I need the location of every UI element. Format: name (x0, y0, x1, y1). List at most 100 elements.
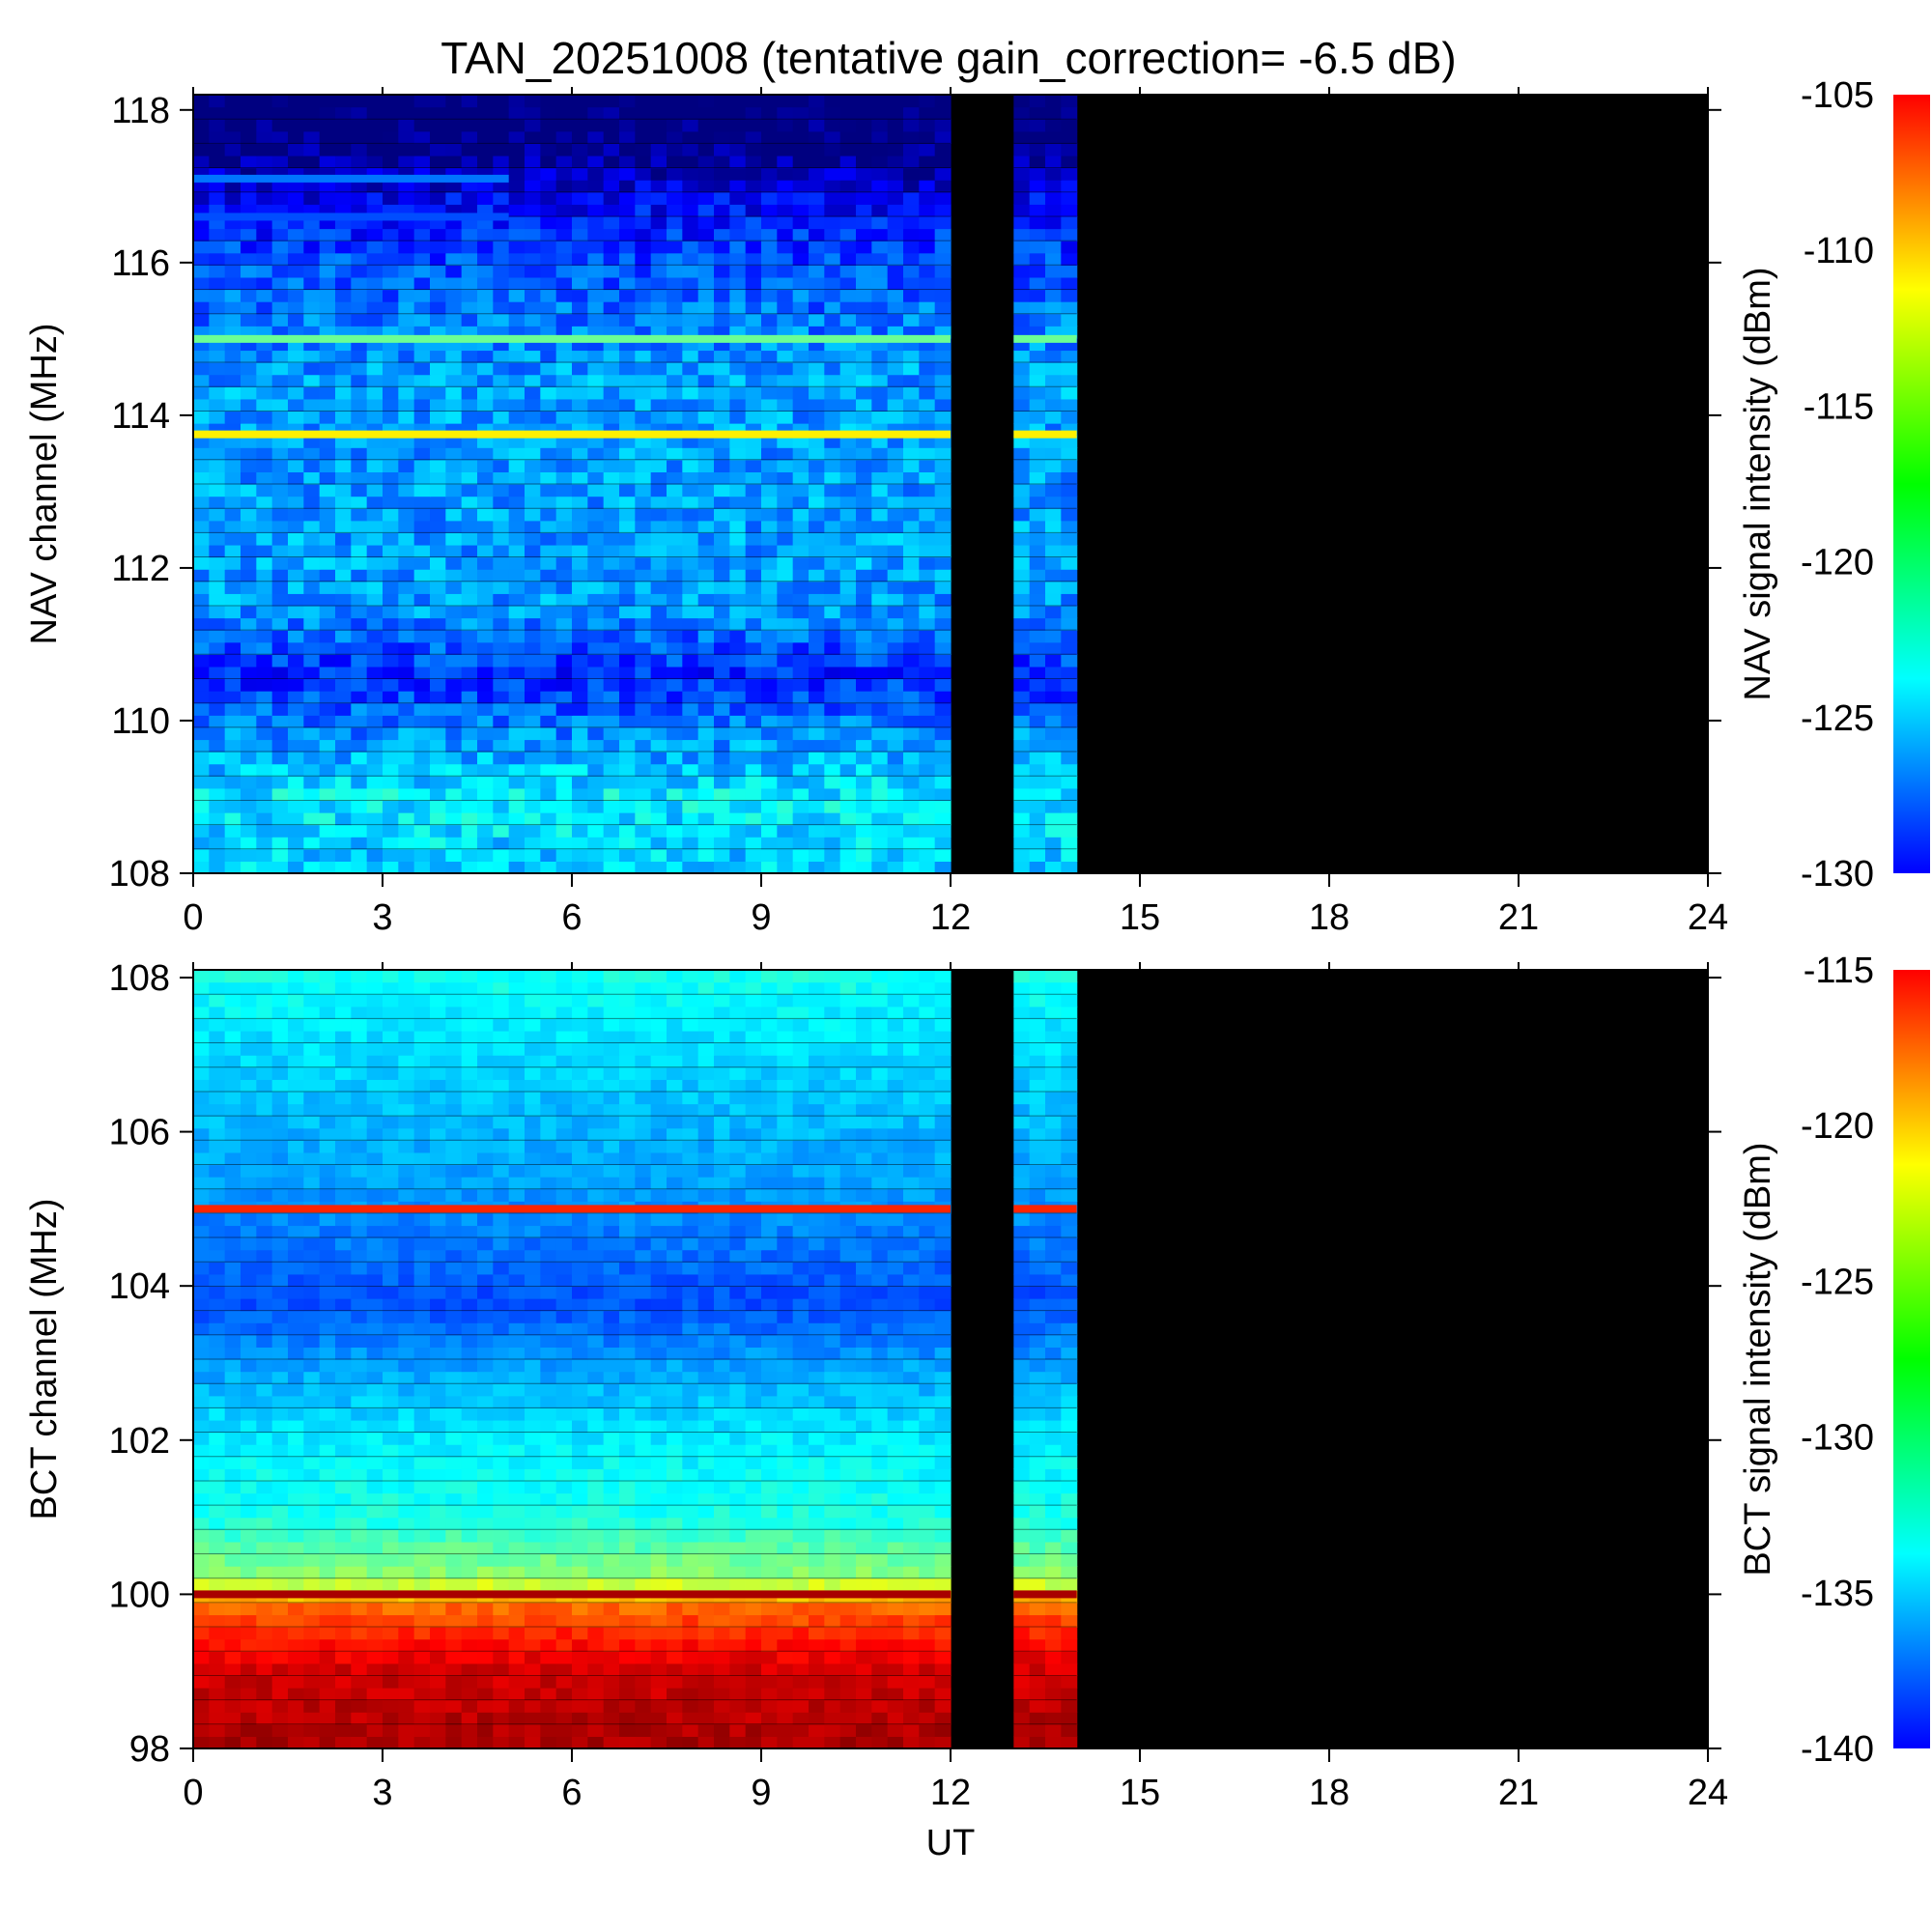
nav-heatmap-cell (288, 812, 304, 826)
nav-heatmap-cell (319, 471, 336, 485)
nav-heatmap-cell (525, 459, 541, 472)
nav-heatmap-cell (241, 641, 257, 655)
nav-heatmap-cell (729, 861, 747, 874)
nav-heatmap-cell (493, 617, 510, 631)
bct-heatmap-cell (1061, 1395, 1078, 1408)
nav-heatmap-cell (288, 276, 304, 291)
nav-heatmap-cell (650, 800, 668, 813)
nav-heatmap-cell (351, 776, 368, 789)
nav-heatmap-cell (1013, 508, 1031, 522)
nav-heatmap-cell (335, 641, 352, 655)
bct-heatmap-cell (413, 1432, 431, 1445)
nav-heatmap-cell (461, 812, 478, 826)
nav-heatmap-cell (1029, 204, 1046, 217)
bct-heatmap-cell (729, 1505, 747, 1519)
nav-heatmap-cell (839, 763, 857, 777)
nav-heatmap-cell (603, 276, 620, 291)
nav-heatmap-cell (792, 301, 810, 315)
nav-heatmap-cell (729, 95, 747, 108)
bct-heatmap-cell (271, 1614, 289, 1628)
bct-heatmap-cell (209, 1638, 226, 1652)
nav-heatmap-cell (555, 95, 573, 108)
bct-heatmap-cell (271, 1723, 289, 1737)
bct-heatmap-cell (256, 1432, 273, 1445)
bct-heatmap-cell (319, 1553, 336, 1567)
nav-heatmap-cell (224, 265, 242, 278)
nav-heatmap-cell (413, 544, 431, 558)
bct-heatmap-cell (856, 1699, 872, 1713)
nav-heatmap-cell (413, 252, 431, 266)
nav-heatmap-cell (839, 386, 857, 400)
nav-heatmap-cell (398, 715, 415, 728)
nav-heatmap-cell (493, 544, 510, 558)
nav-heatmap-cell (193, 398, 210, 412)
bct-heatmap-cell (572, 1675, 588, 1689)
nav-heatmap-cell (887, 130, 904, 144)
nav-heatmap-cell (761, 800, 778, 813)
nav-heatmap-cell (856, 350, 872, 363)
nav-heatmap-cell (714, 252, 730, 266)
nav-heatmap-cell (241, 837, 257, 850)
nav-heatmap-cell (508, 739, 526, 753)
nav-heatmap-cell (603, 155, 620, 169)
bct-heatmap-cell (856, 1419, 872, 1434)
nav-heatmap-cell (398, 824, 415, 838)
nav-heatmap-cell (256, 544, 273, 558)
bct-heatmap-cell (461, 1699, 478, 1713)
nav-heatmap-cell (729, 556, 747, 570)
nav-heatmap-cell (1013, 581, 1031, 594)
nav-heatmap-cell (650, 532, 668, 546)
nav-heatmap-cell (619, 204, 636, 217)
nav-heatmap-cell (871, 569, 889, 582)
nav-heatmap-cell (792, 411, 810, 424)
bct-heatmap-cell (792, 1651, 810, 1664)
nav-heatmap-cell (461, 678, 478, 692)
nav-heatmap-cell (555, 215, 573, 230)
nav-heatmap-cell (461, 787, 478, 802)
nav-heatmap-cell (714, 593, 730, 607)
nav-heatmap-cell (934, 752, 952, 765)
bct-heatmap-cell (871, 1662, 889, 1677)
nav-heatmap-cell (856, 143, 872, 156)
nav-heatmap-cell (288, 715, 304, 728)
bct-heatmap-cell (871, 1456, 889, 1469)
nav-heatmap-cell (303, 313, 321, 327)
nav-heatmap-cell (241, 605, 257, 619)
nav-heatmap-cell (508, 702, 526, 716)
nav-heatmap-cell (430, 691, 446, 704)
nav-heatmap-cell (635, 265, 652, 278)
nav-heatmap-cell (525, 544, 541, 558)
nav-heatmap-cell (383, 471, 399, 485)
nav-heatmap-cell (351, 301, 368, 315)
nav-heatmap-cell (572, 386, 588, 400)
nav-heatmap-cell (777, 496, 794, 509)
nav-heatmap-cell (839, 204, 857, 217)
nav-heatmap-cell (745, 605, 762, 619)
nav-heatmap-cell (413, 484, 431, 497)
nav-heatmap-cell (288, 581, 304, 594)
nav-heatmap-cell (1061, 447, 1078, 461)
bct-heatmap-cell (209, 1444, 226, 1458)
nav-heatmap-cell (635, 228, 652, 242)
bct-heatmap-cell (540, 1699, 557, 1713)
bct-heatmap-cell (224, 1444, 242, 1458)
bct-heatmap-cell (809, 1662, 825, 1677)
bct-heatmap-cell (650, 1505, 668, 1519)
nav-heatmap-cell (319, 313, 336, 327)
bct-heatmap-cell (714, 1517, 730, 1530)
nav-heatmap-cell (887, 617, 904, 631)
nav-heatmap-cell (1045, 617, 1062, 631)
nav-heatmap-cell (777, 666, 794, 680)
nav-heatmap-cell (603, 763, 620, 777)
bct-heatmap-cell (839, 1651, 857, 1664)
nav-heatmap-cell (729, 752, 747, 765)
nav-heatmap-cell (856, 130, 872, 144)
nav-heatmap-cell (887, 106, 904, 120)
nav-heatmap-cell (839, 581, 857, 594)
nav-heatmap-cell (241, 556, 257, 570)
nav-heatmap-cell (682, 155, 699, 169)
nav-heatmap-cell (335, 812, 352, 826)
bct-heatmap-cell (619, 1505, 636, 1519)
nav-heatmap-cell (587, 593, 605, 607)
nav-heatmap-cell (619, 215, 636, 230)
